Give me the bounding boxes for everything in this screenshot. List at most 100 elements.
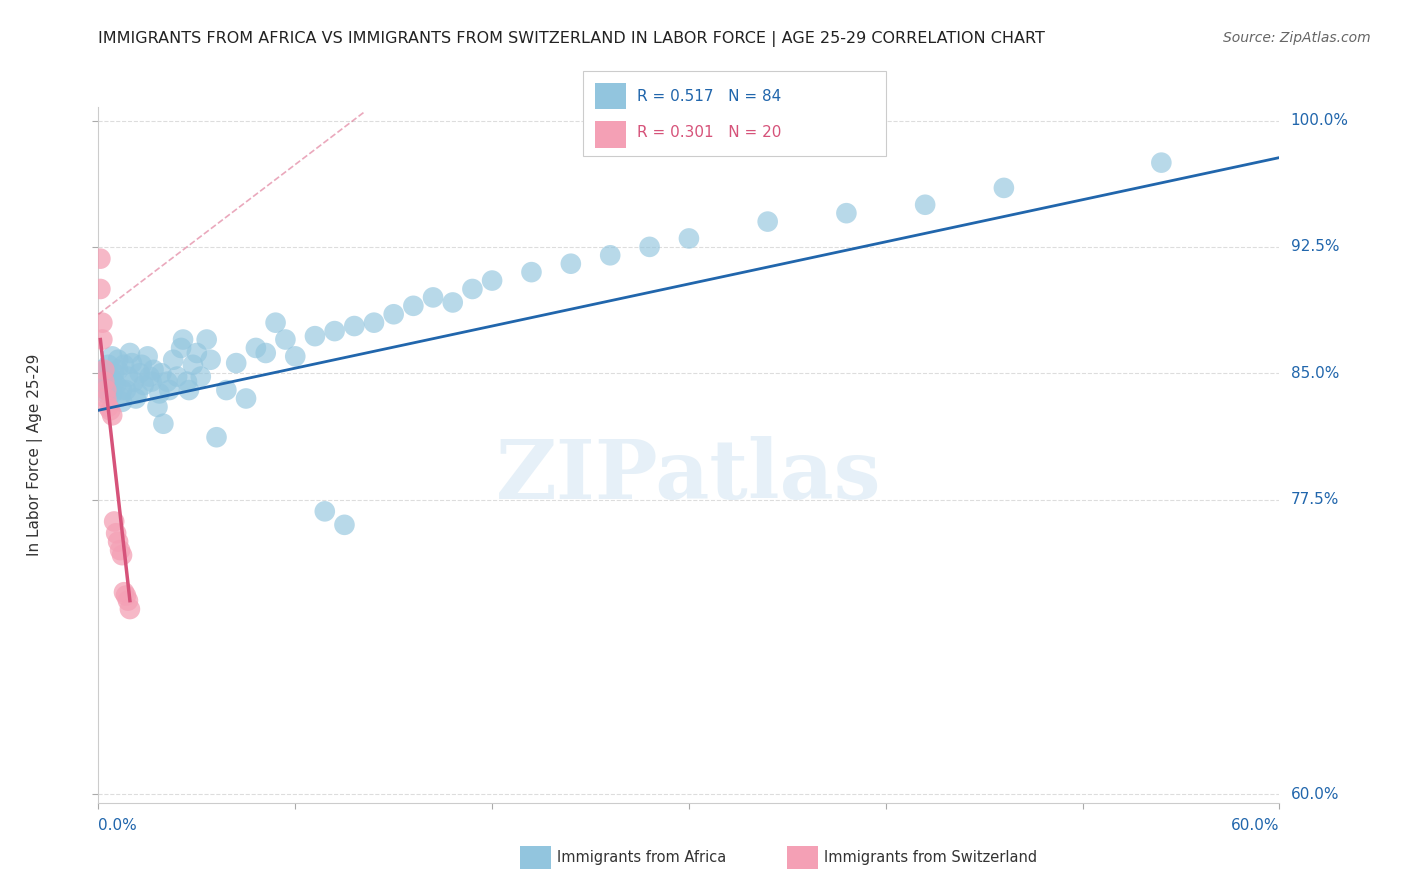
Point [148,386,170,401]
Point [993,181,1015,195]
Point [98,403,121,417]
Point [127,386,149,401]
Point [172,333,194,347]
Point [181,358,204,372]
Point [157,383,180,397]
Point [142,363,165,377]
Point [195,333,218,347]
Text: Source: ZipAtlas.com: Source: ZipAtlas.com [1223,31,1371,45]
Text: 77.5%: 77.5% [1291,492,1339,507]
Point [756,214,779,228]
Point [245,341,267,355]
Text: In Labor Force | Age 25-29: In Labor Force | Age 25-29 [27,354,44,556]
Point [117,369,139,384]
Text: 92.5%: 92.5% [1291,239,1339,254]
Point [98,380,121,394]
Point [138,369,160,384]
Point [108,390,131,404]
Point [264,316,287,330]
Point [520,265,543,279]
Point [101,350,124,364]
Point [93,375,115,389]
Text: 85.0%: 85.0% [1291,366,1339,381]
Point [97,358,120,372]
Point [97,366,120,380]
Point [314,504,336,518]
Text: Immigrants from Switzerland: Immigrants from Switzerland [824,850,1038,864]
Point [146,400,169,414]
Point [118,346,141,360]
Point [382,307,405,321]
Point [108,543,131,558]
Point [914,198,936,212]
Point [91,316,114,330]
Point [422,290,444,304]
Point [101,386,124,401]
Point [98,369,121,384]
Point [115,589,138,603]
Point [150,366,173,380]
Text: 60.0%: 60.0% [1291,787,1339,802]
Point [166,369,188,384]
Point [363,316,385,330]
Point [91,333,114,347]
Text: IMMIGRANTS FROM AFRICA VS IMMIGRANTS FROM SWITZERLAND IN LABOR FORCE | AGE 25-29: IMMIGRANTS FROM AFRICA VS IMMIGRANTS FRO… [98,31,1045,47]
Point [89,282,111,296]
Point [162,352,184,367]
Point [560,257,582,271]
Point [235,392,257,406]
Point [96,386,118,401]
Point [304,329,326,343]
Point [93,363,115,377]
Text: R = 0.517   N = 84: R = 0.517 N = 84 [637,89,782,104]
Point [107,534,129,549]
Point [118,602,141,616]
Point [176,375,198,389]
Text: 100.0%: 100.0% [1291,113,1348,128]
Point [93,365,115,379]
Point [441,295,464,310]
Text: 0.0%: 0.0% [98,818,138,832]
Point [131,358,153,372]
Point [103,366,125,380]
Point [254,346,277,360]
Point [105,378,128,392]
Point [284,350,307,364]
Point [205,430,228,444]
Point [200,352,222,367]
Point [835,206,858,220]
Point [343,319,366,334]
Point [141,375,163,389]
Point [93,378,115,392]
Point [111,395,134,409]
Point [107,363,129,377]
Point [177,383,200,397]
Point [128,366,150,380]
Point [121,356,143,370]
Point [132,378,155,392]
Point [117,593,139,607]
Text: R = 0.301   N = 20: R = 0.301 N = 20 [637,125,782,140]
Point [91,363,114,377]
Point [215,383,238,397]
Point [111,383,134,397]
Point [96,392,118,406]
Point [461,282,484,296]
Point [103,375,125,389]
Point [89,252,111,266]
Point [111,548,134,562]
Point [125,392,148,406]
Point [678,231,700,245]
Point [638,240,661,254]
Point [115,383,138,397]
Point [599,248,621,262]
Point [402,299,425,313]
Point [333,517,356,532]
Point [89,371,111,385]
Point [96,383,118,397]
Point [101,409,124,423]
Point [112,585,135,599]
Point [122,375,145,389]
Text: 60.0%: 60.0% [1232,818,1279,832]
Point [152,417,174,431]
